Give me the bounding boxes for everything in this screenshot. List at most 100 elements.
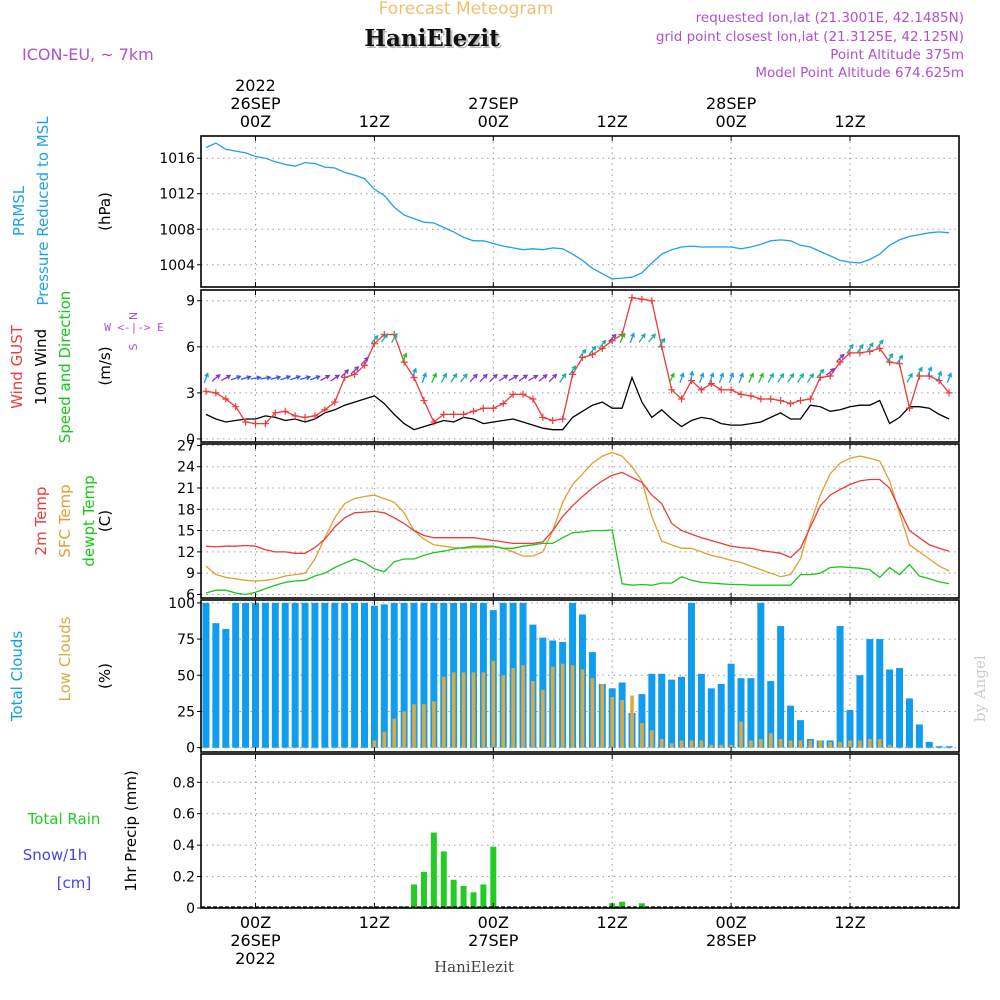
total-cloud-bar — [232, 602, 240, 748]
low-cloud-bar — [600, 683, 605, 748]
rain-bar — [460, 886, 467, 908]
low-cloud-bar — [848, 740, 852, 748]
y-tick-label: 1008 — [159, 222, 195, 238]
low-cloud-bar — [778, 738, 783, 748]
wind-direction-arrow — [787, 372, 795, 383]
wind-direction-arrow — [708, 372, 715, 384]
temp-2m-line — [205, 471, 950, 559]
wind-direction-arrow — [906, 372, 913, 383]
total-cloud-bar — [380, 604, 388, 748]
x-axis-bottom-label: 00Z — [240, 913, 271, 932]
low-cloud-bar — [263, 747, 268, 749]
total-cloud-bar — [291, 602, 299, 748]
x-axis-bottom-label: 12Z — [359, 913, 390, 932]
low-cloud-bar — [570, 665, 575, 748]
total-cloud-bar — [351, 602, 359, 748]
y-tick-label: 6 — [186, 340, 195, 356]
wind-direction-arrow — [559, 372, 567, 383]
wind-gust-marker — [816, 374, 824, 382]
wind-direction-arrow — [548, 373, 558, 383]
wind-direction-arrow — [896, 354, 904, 365]
low-cloud-bar — [937, 747, 941, 749]
low-cloud-bar — [858, 740, 862, 748]
wind-gust-marker — [945, 389, 953, 397]
rain-bar — [440, 851, 447, 908]
wind-direction-arrow — [856, 343, 864, 354]
x-axis-top-label: 00Z — [715, 112, 746, 131]
low-cloud-bar — [223, 747, 228, 749]
wind-gust-marker — [638, 295, 646, 303]
y-tick-label: 15 — [177, 524, 195, 540]
wind-gust-marker — [539, 413, 547, 421]
y-axis-unit-label: (C) — [96, 510, 114, 532]
total-cloud-bar — [658, 673, 666, 748]
low-cloud-bar — [342, 747, 347, 749]
wind-gust-line — [205, 296, 950, 425]
low-cloud-bar — [868, 738, 872, 748]
low-cloud-bar — [214, 747, 218, 749]
y-tick-label: 27 — [177, 438, 195, 454]
wind-gust-marker — [707, 380, 715, 388]
wind-gust-marker — [242, 418, 250, 426]
total-cloud-bar — [856, 675, 864, 748]
wind-direction-arrow — [450, 372, 458, 383]
wind-direction-arrow — [816, 368, 825, 378]
wind-gust-marker — [777, 397, 785, 405]
total-cloud-bar — [697, 673, 705, 748]
total-cloud-bar — [400, 602, 408, 748]
total-cloud-bar — [905, 698, 913, 748]
wind-gust-marker — [271, 409, 279, 417]
wind-gust-marker — [430, 418, 438, 426]
rain-bar — [411, 884, 418, 908]
total-cloud-bar — [796, 720, 804, 748]
low-cloud-bar — [550, 666, 555, 748]
wind-gust-marker — [549, 417, 557, 425]
sfc-temp-line — [205, 451, 950, 582]
low-cloud-bar — [828, 741, 832, 748]
wind-direction-arrow — [340, 369, 350, 378]
wind-direction-arrow — [380, 332, 388, 343]
y-tick-label: 9 — [186, 566, 195, 582]
y-tick-label: 75 — [177, 632, 195, 648]
model-name: ICON-EU, ~ 7km — [22, 45, 154, 64]
wind-direction-arrow — [360, 356, 369, 366]
low-cloud-bar — [927, 747, 932, 749]
x-axis-bottom-label: 12Z — [597, 913, 628, 932]
low-cloud-bar — [749, 740, 753, 748]
pressure-title-1: PRMSL — [10, 185, 28, 236]
total-cloud-bar — [777, 626, 785, 748]
wind-10m-title: 10m Wind — [32, 329, 50, 405]
total-cloud-bar — [410, 602, 418, 748]
info-gridpoint: grid point closest lon,lat (21.3125E, 42… — [656, 29, 964, 45]
low-cloud-bar — [392, 718, 397, 748]
low-cloud-bar — [580, 669, 585, 748]
wind-direction-arrow — [658, 337, 666, 348]
total-rain-title: Total Rain — [27, 810, 101, 828]
low-cloud-bar — [481, 672, 486, 748]
total-cloud-bar — [767, 681, 775, 748]
low-cloud-bar — [650, 730, 654, 748]
total-cloud-bar — [687, 602, 695, 748]
low-cloud-bar — [204, 747, 208, 749]
wind-direction-arrow — [411, 367, 417, 379]
wind-direction-arrow — [679, 372, 685, 384]
x-axis-bottom-label: 27SEP — [468, 931, 519, 950]
compass-west-east: W <-|-> E — [104, 321, 164, 334]
wind-gust-marker — [420, 397, 428, 405]
panel-frame — [200, 753, 960, 909]
wind-direction-arrow — [629, 332, 635, 344]
total-cloud-bar — [836, 626, 844, 748]
wind-gust-marker — [331, 398, 339, 406]
total-cloud-bar — [281, 602, 289, 748]
low-cloud-bar — [402, 711, 406, 748]
wind-direction-arrow — [876, 339, 884, 349]
wind-direction-arrow — [689, 370, 695, 382]
low-cloud-bar — [590, 678, 595, 748]
wind-gust-marker — [291, 412, 299, 420]
wind-direction-arrow — [320, 374, 331, 382]
wind-direction-arrow — [668, 372, 675, 383]
wind-direction-arrow — [240, 375, 252, 381]
low-cloud-bar — [610, 696, 615, 748]
wind-gust-marker — [668, 386, 676, 394]
wind-gust-marker — [836, 358, 844, 366]
